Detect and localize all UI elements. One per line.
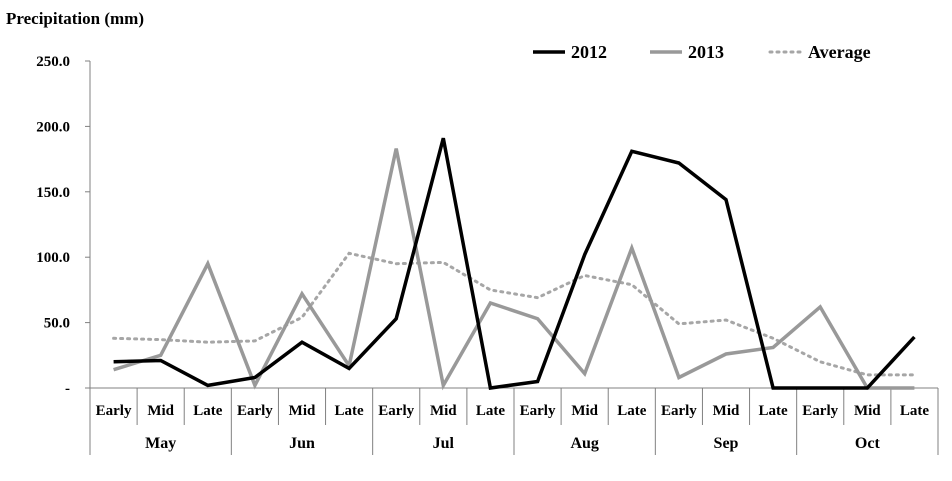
x-tick-label: Mid	[713, 403, 740, 419]
x-tick-label: Early	[661, 403, 697, 419]
series-line-2012	[113, 137, 916, 390]
x-tick-label: Mid	[289, 403, 316, 419]
x-tick-label: Early	[96, 403, 132, 419]
x-tick-label: Late	[335, 403, 365, 419]
x-group-label: May	[145, 435, 176, 452]
y-tick-label: -	[65, 381, 70, 397]
y-tick-label: 200.0	[36, 119, 70, 135]
y-tick-label: 100.0	[36, 250, 70, 266]
series-layer	[112, 137, 916, 391]
legend-label: 2013	[688, 42, 724, 62]
x-tick-label: Mid	[571, 403, 598, 419]
x-tick-label: Early	[802, 403, 838, 419]
x-tick-label: Early	[237, 403, 273, 419]
x-tick-label: Mid	[430, 403, 457, 419]
legend-label: 2012	[571, 42, 607, 62]
x-group-label: Oct	[855, 435, 881, 452]
x-tick-label: Late	[193, 403, 223, 419]
y-tick-label: 250.0	[36, 54, 70, 70]
x-tick-label: Late	[759, 403, 789, 419]
axes: 250.0 200.0 150.0 100.0 50.0 - Early Mid Late Ear…	[36, 54, 939, 455]
x-tick-label: Early	[520, 403, 556, 419]
x-tick-label: Late	[476, 403, 506, 419]
x-group-label: Jun	[289, 435, 315, 452]
x-group-label: Jul	[433, 435, 455, 452]
y-axis-title: Precipitation (mm)	[6, 9, 144, 28]
x-tick-label: Early	[378, 403, 414, 419]
x-group-label: Sep	[714, 435, 739, 452]
x-tick-label: Late	[617, 403, 647, 419]
y-tick-label: 150.0	[36, 185, 70, 201]
x-tick-label: Mid	[854, 403, 881, 419]
series-line-average	[112, 251, 916, 377]
series-line-2013	[113, 148, 915, 391]
legend-label: Average	[808, 42, 871, 62]
x-group-label: Aug	[570, 435, 598, 452]
x-tick-label: Mid	[147, 403, 174, 419]
y-tick-label: 50.0	[44, 316, 70, 332]
x-tick-label: Late	[900, 403, 930, 419]
legend: 2012 2013 Average	[533, 42, 871, 62]
